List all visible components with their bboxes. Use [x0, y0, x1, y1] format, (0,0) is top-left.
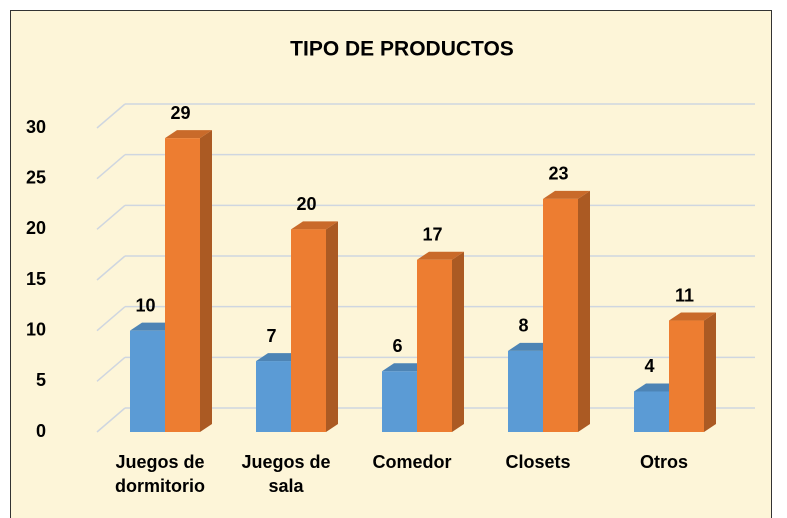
y-tick-label: 25 [26, 167, 46, 187]
bar-top [543, 190, 590, 199]
data-label: 6 [392, 336, 402, 356]
grid-line [96, 255, 126, 281]
data-label: 23 [548, 164, 568, 184]
bar [669, 320, 704, 432]
bar-side [326, 221, 338, 432]
data-label: 20 [296, 194, 316, 214]
data-label: 17 [422, 224, 442, 244]
grid-line [96, 306, 126, 332]
bar [543, 198, 578, 432]
data-label: 4 [644, 356, 654, 376]
bar-side [200, 130, 212, 432]
grid-line [96, 103, 126, 129]
bar-top [669, 312, 716, 321]
chart-title: TIPO DE PRODUCTOS [290, 38, 514, 61]
bar [165, 138, 200, 432]
bar [508, 350, 543, 432]
bar [291, 229, 326, 432]
y-tick-label: 30 [26, 117, 46, 137]
bar [382, 371, 417, 432]
y-tick-label: 15 [26, 269, 46, 289]
data-label: 8 [518, 316, 528, 336]
grid-line [96, 154, 126, 180]
bar [130, 330, 165, 432]
data-label: 7 [266, 326, 276, 346]
x-tick-label: Comedor [372, 452, 452, 472]
bar-top [417, 251, 464, 260]
grid-line [96, 204, 126, 230]
bar-side [578, 190, 590, 432]
y-tick-label: 20 [26, 218, 46, 238]
y-tick-label: 10 [26, 319, 46, 339]
data-label: 29 [170, 103, 190, 123]
y-tick-label: 5 [36, 370, 46, 390]
grid-line [96, 407, 126, 433]
data-label: 11 [675, 285, 694, 305]
bar [417, 259, 452, 432]
bar-side [704, 312, 716, 432]
data-label: 10 [135, 295, 155, 315]
x-tick-label: Juegos de dormitorio [115, 452, 205, 496]
x-tick-label: Otros [639, 452, 688, 472]
chart-frame [10, 10, 772, 518]
bar-side [452, 251, 464, 432]
bar-top [165, 130, 212, 139]
x-tick-label: Closets [505, 452, 571, 472]
grid-line [96, 356, 126, 382]
x-tick-label: Juegos de sala [241, 452, 331, 496]
y-tick-label: 0 [36, 421, 46, 441]
bar-top [291, 221, 338, 230]
bar [634, 391, 669, 432]
bar [256, 361, 291, 432]
